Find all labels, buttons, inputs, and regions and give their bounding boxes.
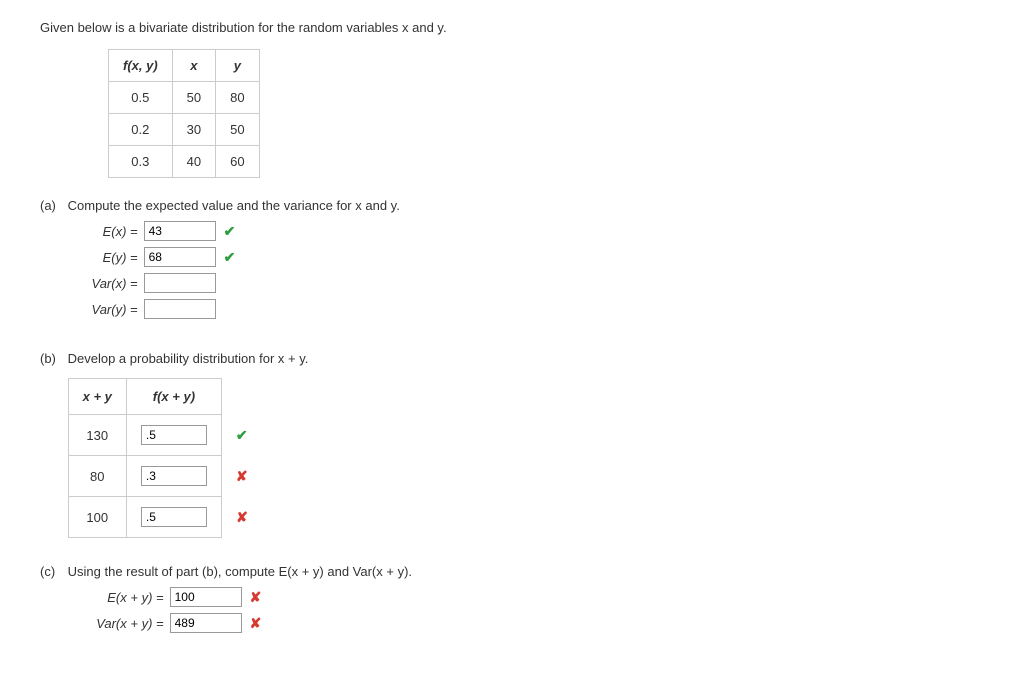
part-b: (b) Develop a probability distribution f… [40, 351, 984, 538]
cell-fxy: 0.3 [109, 146, 173, 178]
part-b-text: Develop a probability distribution for x… [68, 351, 309, 366]
part-b-label: (b) [40, 351, 64, 366]
xy-cell: 80 [68, 456, 126, 497]
dist-row: 80 ✘ [68, 456, 248, 497]
dist-row: 130 ✔ [68, 415, 248, 456]
varxy-input[interactable] [170, 613, 242, 633]
exy-input[interactable] [170, 587, 242, 607]
cross-icon: ✘ [250, 615, 262, 632]
table-row: 0.5 50 80 [109, 82, 260, 114]
th-y: y [216, 50, 259, 82]
ex-input[interactable] [144, 221, 216, 241]
vary-input[interactable] [144, 299, 216, 319]
check-icon: ✔ [236, 427, 248, 444]
cross-icon: ✘ [236, 468, 248, 485]
ey-input[interactable] [144, 247, 216, 267]
cell-x: 40 [172, 146, 215, 178]
cell-y: 80 [216, 82, 259, 114]
table-row: 0.3 40 60 [109, 146, 260, 178]
part-a-label: (a) [40, 198, 64, 213]
vary-label: Var(y) = [68, 302, 138, 317]
th-xplusy: x + y [68, 379, 126, 415]
dist-table: x + y f(x + y) 130 ✔ 80 ✘ 100 ✘ [68, 378, 249, 538]
part-a: (a) Compute the expected value and the v… [40, 198, 984, 325]
cross-icon: ✘ [250, 589, 262, 606]
th-x: x [172, 50, 215, 82]
cell-fxy: 0.5 [109, 82, 173, 114]
ey-label: E(y) = [68, 250, 138, 265]
cell-fxy: 0.2 [109, 114, 173, 146]
th-blank [221, 379, 248, 415]
part-c-label: (c) [40, 564, 64, 579]
exy-label: E(x + y) = [68, 590, 164, 605]
ex-label: E(x) = [68, 224, 138, 239]
exy-row: E(x + y) = ✘ [68, 587, 982, 607]
fxy-cell [126, 415, 221, 456]
table-row: 0.2 30 50 [109, 114, 260, 146]
varx-label: Var(x) = [68, 276, 138, 291]
th-fxplusy: f(x + y) [126, 379, 221, 415]
part-a-text: Compute the expected value and the varia… [68, 198, 400, 213]
fxy-input-100[interactable] [141, 507, 207, 527]
cell-x: 30 [172, 114, 215, 146]
vary-row: Var(y) = [68, 299, 982, 319]
intro-span: Given below is a bivariate distribution … [40, 20, 447, 35]
fxy-input-130[interactable] [141, 425, 207, 445]
fxy-cell [126, 456, 221, 497]
xy-cell: 130 [68, 415, 126, 456]
check-icon: ✔ [224, 223, 236, 240]
part-c-text: Using the result of part (b), compute E(… [68, 564, 412, 579]
varx-input[interactable] [144, 273, 216, 293]
varxy-label: Var(x + y) = [68, 616, 164, 631]
ex-row: E(x) = ✔ [68, 221, 982, 241]
cell-y: 50 [216, 114, 259, 146]
varxy-row: Var(x + y) = ✘ [68, 613, 982, 633]
intro-text: Given below is a bivariate distribution … [40, 20, 984, 35]
th-fxy: f(x, y) [109, 50, 173, 82]
cell-x: 50 [172, 82, 215, 114]
check-icon: ✔ [224, 249, 236, 266]
part-c: (c) Using the result of part (b), comput… [40, 564, 984, 639]
cross-icon: ✘ [236, 509, 248, 526]
cell-y: 60 [216, 146, 259, 178]
dist-row: 100 ✘ [68, 497, 248, 538]
ey-row: E(y) = ✔ [68, 247, 982, 267]
bivariate-table: f(x, y) x y 0.5 50 80 0.2 30 50 0.3 40 6… [108, 49, 260, 178]
fxy-input-80[interactable] [141, 466, 207, 486]
xy-cell: 100 [68, 497, 126, 538]
fxy-cell [126, 497, 221, 538]
varx-row: Var(x) = [68, 273, 982, 293]
